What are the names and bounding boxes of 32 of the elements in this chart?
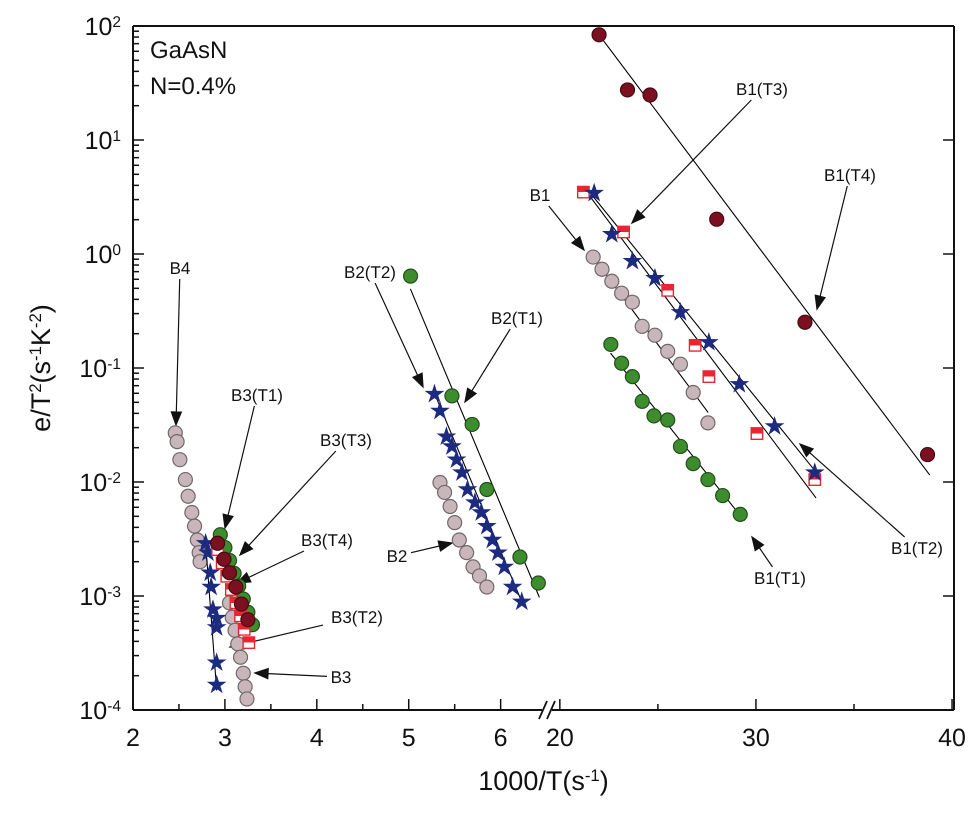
x-tick-label: 20 (546, 724, 574, 752)
annotation: B1 (530, 186, 550, 204)
x-tick-label: 3 (218, 724, 232, 752)
x-tick-label: 4 (310, 724, 324, 752)
x-tick-label: 5 (402, 724, 416, 752)
annotation: B2 (386, 546, 408, 566)
annotation: B3(T1) (231, 386, 283, 404)
annotation: B1(T1) (754, 568, 806, 588)
y-tick-label: 10$^{-2}$ (79, 469, 121, 497)
annotation: B3(T2) (331, 608, 383, 626)
x-axis-title: 1000/T(s$^{-1}$) (478, 766, 609, 796)
y-tick-label: 10$^{1}$ (84, 127, 121, 155)
annotation: B3 (330, 668, 352, 686)
y-tick-label: 10$^{-3}$ (79, 583, 121, 611)
annotation: B3(T3) (320, 430, 372, 450)
y-tick-label: 10$^{2}$ (84, 13, 121, 41)
x-tick-label: 2 (126, 724, 140, 752)
annotation: GaAsN (150, 36, 228, 64)
x-tick-label: 6 (494, 724, 508, 752)
annotation: B1(T4) (824, 166, 876, 184)
y-tick-label: 10$^{-1}$ (79, 355, 121, 383)
x-tick-label: 30 (742, 724, 770, 752)
y-tick-label: 10$^{0}$ (84, 241, 122, 269)
annotation: N=0.4% (150, 72, 236, 100)
annotation: B1(T2) (891, 538, 943, 558)
annotation: B2(T1) (491, 308, 543, 328)
y-tick-label: 10$^{-4}$ (79, 697, 122, 725)
annotation: B2(T2) (344, 262, 396, 282)
annotation: B1(T3) (736, 80, 788, 98)
annotation: B4 (170, 258, 190, 278)
x-tick-label: 40 (938, 724, 966, 752)
annotation: B3(T4) (301, 530, 353, 550)
